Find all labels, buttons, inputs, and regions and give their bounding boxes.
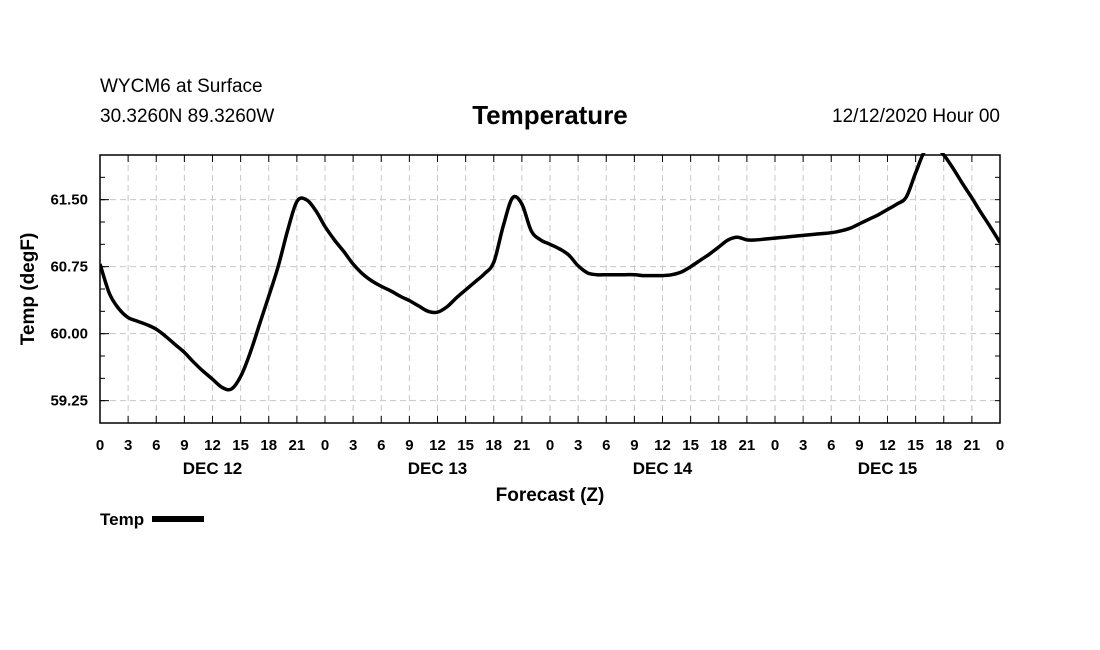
x-tick-label: 21 (514, 437, 531, 454)
x-tick-label: 21 (964, 437, 981, 454)
x-tick-label: 6 (377, 437, 385, 454)
x-tick-label: 15 (682, 437, 699, 454)
x-tick-label: 0 (771, 437, 779, 454)
x-tick-label: 9 (630, 437, 638, 454)
series-line-temp (100, 153, 1000, 392)
x-tick-label: 3 (349, 437, 357, 454)
x-tick-label: 6 (152, 437, 160, 454)
x-tick-label: 18 (260, 437, 277, 454)
chart-title: Temperature (472, 100, 628, 130)
x-tick-label: 18 (485, 437, 502, 454)
x-tick-label: 18 (935, 437, 952, 454)
legend-label: Temp (100, 510, 145, 529)
x-tick-label: 15 (907, 437, 924, 454)
x-tick-label: 6 (602, 437, 610, 454)
day-label: DEC 13 (408, 459, 468, 478)
legend: Temp (100, 510, 205, 530)
x-tick-label: 3 (124, 437, 132, 454)
x-tick-label: 21 (289, 437, 306, 454)
x-tick-label: 12 (204, 437, 221, 454)
y-tick-label: 60.75 (50, 259, 88, 276)
x-tick-label: 3 (799, 437, 807, 454)
x-tick-label: 0 (96, 437, 104, 454)
x-tick-label: 12 (654, 437, 671, 454)
x-tick-label: 9 (855, 437, 863, 454)
x-tick-label: 21 (739, 437, 756, 454)
x-tick-label: 15 (457, 437, 474, 454)
day-label: DEC 12 (183, 459, 243, 478)
x-tick-label: 3 (574, 437, 582, 454)
coordinates-label: 30.3260N 89.3260W (100, 106, 275, 127)
station-label: WYCM6 at Surface (100, 76, 263, 97)
y-tick-label: 61.50 (50, 192, 88, 209)
x-tick-label: 9 (180, 437, 188, 454)
x-tick-label: 15 (232, 437, 249, 454)
y-tick-label: 60.00 (50, 326, 88, 343)
x-tick-label: 18 (710, 437, 727, 454)
x-tick-label: 12 (429, 437, 446, 454)
legend-swatch (152, 515, 205, 522)
y-tick-label: 59.25 (50, 393, 88, 410)
x-axis-label: Forecast (Z) (496, 485, 605, 506)
x-tick-label: 12 (879, 437, 896, 454)
x-tick-label: 0 (546, 437, 554, 454)
day-label: DEC 14 (633, 459, 693, 478)
day-label: DEC 15 (858, 459, 918, 478)
x-tick-label: 6 (827, 437, 835, 454)
y-axis-label: Temp (degF) (18, 233, 39, 346)
run-time-label: 12/12/2020 Hour 00 (832, 106, 1000, 127)
x-tick-label: 0 (996, 437, 1004, 454)
x-tick-label: 0 (321, 437, 329, 454)
x-tick-label: 9 (405, 437, 413, 454)
